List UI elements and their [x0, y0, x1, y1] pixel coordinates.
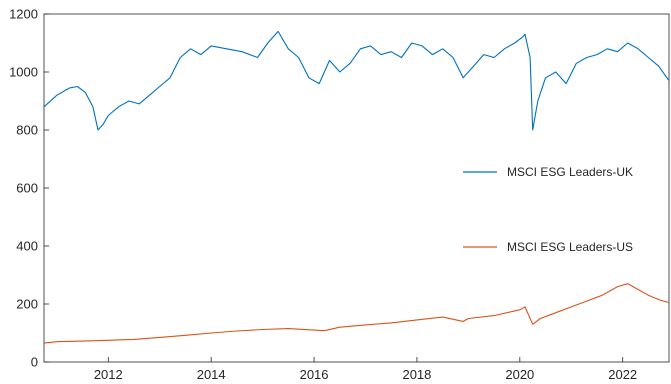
- y-axis-ticks: 0 200 400 600 800 1000 1200: [9, 7, 49, 370]
- legend: MSCI ESG Leaders-UK MSCI ESG Leaders-US: [463, 165, 633, 254]
- y-tick-label: 600: [16, 181, 38, 196]
- y-tick-label: 400: [16, 239, 38, 254]
- legend-label-uk: MSCI ESG Leaders-UK: [507, 165, 633, 179]
- x-axis-ticks: 2012 2014 2016 2018 2020 2022: [94, 357, 637, 382]
- legend-label-us: MSCI ESG Leaders-US: [507, 240, 633, 254]
- y-tick-label: 800: [16, 123, 38, 138]
- x-tick-label: 2014: [197, 367, 226, 382]
- series-lines: [43, 30, 670, 344]
- x-tick-label: 2012: [94, 367, 123, 382]
- series-line-us: [43, 283, 670, 344]
- series-line-uk: [43, 30, 670, 131]
- y-tick-label: 1000: [9, 65, 38, 80]
- x-tick-label: 2018: [402, 367, 431, 382]
- y-tick-label: 0: [31, 355, 38, 370]
- y-tick-label: 1200: [9, 7, 38, 22]
- x-tick-label: 2016: [300, 367, 329, 382]
- x-tick-label: 2020: [505, 367, 534, 382]
- x-tick-label: 2022: [608, 367, 637, 382]
- y-tick-label: 200: [16, 297, 38, 312]
